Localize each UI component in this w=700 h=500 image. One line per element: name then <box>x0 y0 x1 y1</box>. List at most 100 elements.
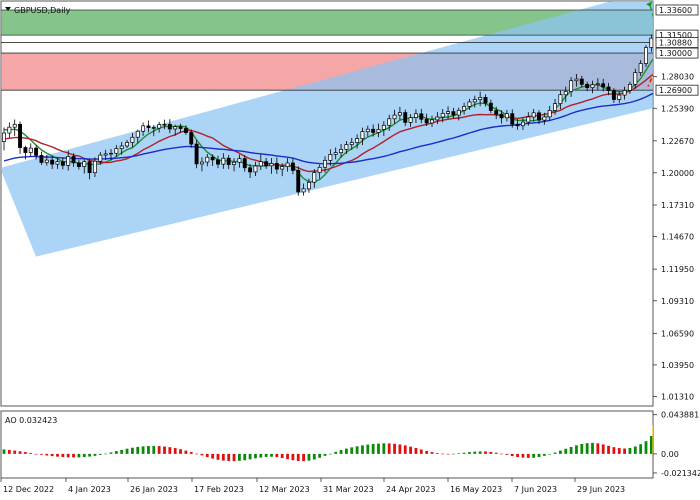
ao-bar <box>345 448 348 454</box>
ao-bar <box>238 453 241 461</box>
ao-bar <box>40 453 43 455</box>
candle <box>462 102 467 115</box>
ao-bar <box>221 453 225 461</box>
ao-bar <box>61 453 65 458</box>
ao-bar <box>387 443 391 454</box>
candle <box>7 122 12 138</box>
candle <box>365 125 370 137</box>
candle <box>622 86 627 100</box>
candle <box>232 158 236 172</box>
dropdown-triangle-icon[interactable] <box>5 7 11 11</box>
candle-body <box>424 118 429 124</box>
candle <box>644 45 648 67</box>
price-tick-label: 1.28030 <box>661 73 694 82</box>
candle <box>569 77 574 97</box>
candle <box>135 129 140 144</box>
candle-body <box>39 155 44 163</box>
candle-body <box>478 97 483 100</box>
ao-frame <box>0 410 654 479</box>
candle <box>520 117 525 131</box>
ao-bar <box>398 444 402 454</box>
candle <box>76 159 81 170</box>
symbol-title[interactable]: GBPUSD,Daily <box>5 6 71 15</box>
candle-body <box>71 156 76 164</box>
time-axis: 12 Dec 2022 4 Jan 2023 26 Jan 2023 17 Feb 2… <box>0 478 625 494</box>
ao-bar <box>585 443 589 454</box>
candle <box>12 119 17 136</box>
price-level-box <box>655 37 699 48</box>
ao-bar <box>120 449 124 454</box>
candle-body <box>504 113 509 119</box>
ao-bar <box>377 443 380 454</box>
ao-bar <box>302 453 305 462</box>
ao-bar <box>211 453 215 459</box>
candle <box>98 151 103 165</box>
candle-body <box>355 138 360 143</box>
candle <box>494 106 499 120</box>
ao-bar <box>88 453 91 457</box>
candle <box>419 108 424 124</box>
candle-body <box>381 124 386 130</box>
candle <box>601 78 606 92</box>
candle-body <box>7 126 12 134</box>
ao-bar <box>468 452 471 454</box>
candle-body <box>183 128 188 133</box>
candle-body <box>542 116 547 121</box>
time-tick-label: 4 Jan 2023 <box>68 485 111 494</box>
candle-body <box>44 159 49 163</box>
candle-body <box>328 154 333 161</box>
ao-bar <box>45 453 49 456</box>
ao-bar <box>414 447 418 454</box>
candle <box>157 121 162 133</box>
price-tick-label: 1.20000 <box>661 169 694 178</box>
candle <box>547 105 552 121</box>
time-tick-label: 26 Jan 2023 <box>130 485 178 494</box>
candle <box>312 169 317 188</box>
ao-bar <box>553 452 557 454</box>
candle-body <box>510 113 515 125</box>
candle <box>574 74 579 87</box>
ao-bar <box>500 453 503 455</box>
ao-bar <box>419 449 423 454</box>
ao-bar <box>607 445 610 454</box>
ao-bar <box>623 448 626 454</box>
ao-bar <box>644 441 648 454</box>
candle-body <box>274 163 279 170</box>
candle <box>392 109 397 124</box>
candle <box>269 158 274 174</box>
ao-bar <box>339 450 343 454</box>
price-tick-label: 1.11950 <box>661 265 694 274</box>
candle-body <box>23 147 28 153</box>
price-level-label: 1.26900 <box>659 86 692 95</box>
forecast-up-arrowhead <box>646 1 652 8</box>
candle-body <box>28 147 33 153</box>
candle <box>387 114 392 132</box>
ao-bar <box>216 453 220 460</box>
time-tick-label: 24 Apr 2023 <box>386 485 435 494</box>
candle <box>317 164 322 179</box>
ao-bar <box>259 453 263 458</box>
ao-bar <box>168 447 172 454</box>
candle-body <box>12 123 17 128</box>
price-tick-label: 1.22670 <box>661 137 694 146</box>
ao-bar <box>559 450 562 454</box>
candle-body <box>34 147 39 156</box>
ao-bar <box>409 446 412 454</box>
candle <box>216 155 220 169</box>
time-tick-label: 7 Jun 2023 <box>514 485 557 494</box>
candle-body <box>569 80 574 92</box>
candle-body <box>574 78 579 82</box>
candle <box>23 145 28 160</box>
candle <box>221 153 226 169</box>
ao-bar <box>125 448 129 454</box>
ao-bar <box>24 452 27 454</box>
ao-bar <box>270 453 273 457</box>
candle-body <box>414 113 418 118</box>
ao-bar <box>291 453 295 461</box>
ao-bar <box>131 447 134 454</box>
candle <box>537 110 541 125</box>
ao-last-bar-highlight <box>652 425 653 455</box>
candle-body <box>397 112 402 116</box>
candle-body <box>601 83 606 88</box>
candle <box>563 86 568 103</box>
